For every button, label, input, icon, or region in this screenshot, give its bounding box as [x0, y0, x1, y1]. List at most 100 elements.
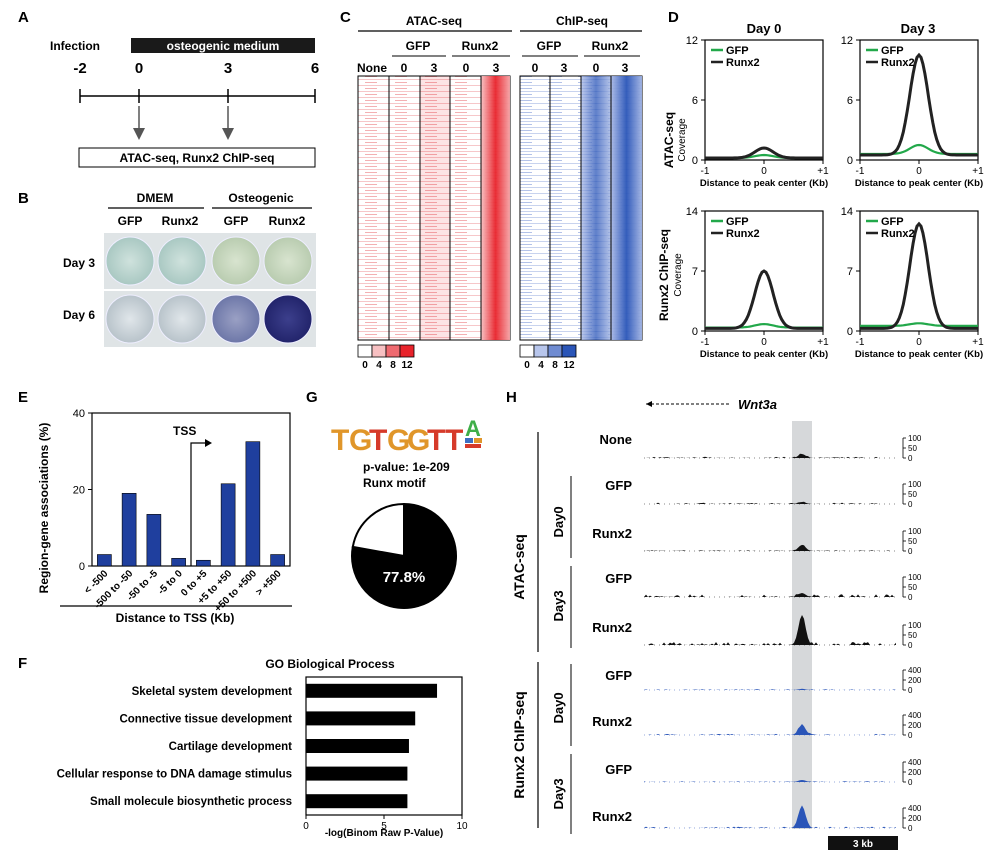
- day-label: 3: [561, 61, 568, 75]
- x-axis-label: Distance to peak center (Kb): [700, 349, 828, 360]
- bar: [306, 794, 408, 809]
- track-label: None: [600, 432, 633, 447]
- y-tick-label: 6: [847, 95, 853, 107]
- panel-letter-b: B: [18, 190, 29, 207]
- y-tick-label: 0: [692, 155, 698, 167]
- plot-frame: [859, 210, 979, 332]
- x-tick-label: 10: [456, 821, 468, 832]
- motif-letter: T: [331, 424, 349, 457]
- motif-letter: A: [465, 416, 481, 441]
- panel-letter-a: A: [18, 9, 29, 26]
- col-label: GFP: [224, 214, 249, 228]
- track-tick-label: 200: [908, 814, 922, 823]
- motif-letter: T: [445, 424, 463, 457]
- track-tick-label: 0: [908, 686, 913, 695]
- track-tick-label: 0: [908, 454, 913, 463]
- bar: [97, 554, 112, 567]
- tss-arrow: [190, 442, 205, 566]
- col-label: Runx2: [269, 214, 306, 228]
- scale-bar: [828, 836, 898, 850]
- atac-row-label: ATAC-seq: [662, 112, 676, 168]
- panel-letter-h: H: [506, 389, 517, 406]
- panel-g: G T G T G G T T A p-value: 1e-209 Runx m…: [306, 389, 482, 609]
- day-label: 0: [532, 61, 539, 75]
- track-tick-label: 200: [908, 676, 922, 685]
- y-tick-label: 7: [692, 266, 698, 278]
- row-label-day6: Day 6: [63, 308, 95, 322]
- x-tick-label: 0: [916, 337, 922, 348]
- legend-label: GFP: [726, 45, 749, 57]
- x-tick-label: -1: [701, 166, 710, 177]
- well-image: [263, 236, 313, 286]
- day0-title: Day 0: [747, 21, 782, 36]
- motif-pvalue: p-value: 1e-209: [363, 460, 450, 474]
- scale-tick: 0: [362, 360, 368, 371]
- track-tick-label: 50: [908, 444, 917, 453]
- legend-label: GFP: [881, 45, 904, 57]
- series-line-runx2: [705, 146, 823, 160]
- category-label: Cellular response to DNA damage stimulus: [57, 769, 292, 781]
- bar: [171, 558, 186, 567]
- day-label: 0: [401, 61, 408, 75]
- panel-c: C ATAC-seq ChIP-seq GFP Runx2 GFP Runx2 …: [340, 9, 643, 371]
- x-axis-label: Distance to peak center (Kb): [700, 178, 828, 189]
- category-label: > +500: [254, 568, 284, 598]
- track-label: GFP: [605, 762, 632, 777]
- track-tick-label: 0: [908, 500, 913, 509]
- legend-label: Runx2: [881, 57, 915, 69]
- atac-gfp-label: GFP: [406, 39, 431, 53]
- assay-box: [78, 147, 316, 168]
- day0-label: Day0: [551, 692, 566, 723]
- bar: [306, 766, 408, 781]
- e-ylabel: Region-gene associations (%): [37, 423, 51, 594]
- scale-bar-label: 3 kb: [853, 839, 873, 850]
- y-tick-label: 20: [73, 485, 85, 497]
- scale-tick: 4: [376, 360, 382, 371]
- chip-runx2-label: Runx2: [592, 39, 629, 53]
- well-image: [157, 236, 207, 286]
- day-label: 0: [593, 61, 600, 75]
- atac-color-scale: 0 4 8 12: [357, 344, 415, 371]
- day3-label: Day3: [551, 778, 566, 809]
- panel-h: H Wnt3a ATAC-seq Runx2 ChIP-seq Day0 Day…: [506, 389, 922, 850]
- track-tick-label: 50: [908, 583, 917, 592]
- timeline-tick-label: -2: [73, 60, 86, 77]
- legend-label: Runx2: [881, 228, 915, 240]
- y-tick-label: 12: [686, 35, 698, 47]
- motif-logo: T G T G G T T A: [331, 416, 482, 457]
- track-signal: [644, 724, 896, 735]
- bar: [121, 493, 137, 567]
- y-tick-label: 0: [847, 155, 853, 167]
- day-label: 3: [622, 61, 629, 75]
- gene-name: Wnt3a: [738, 397, 777, 412]
- track-label: GFP: [605, 478, 632, 493]
- x-axis-label: Distance to peak center (Kb): [855, 349, 983, 360]
- chip-gfp-label: GFP: [537, 39, 562, 53]
- track-label: Runx2: [592, 714, 632, 729]
- chip-header: ChIP-seq: [556, 14, 608, 28]
- well-image: [157, 294, 207, 344]
- chip-color-scale: 0 4 8 12: [519, 344, 577, 371]
- x-tick-label: 5: [381, 821, 387, 832]
- pie-slice: [351, 502, 405, 558]
- track-tick-label: 50: [908, 490, 917, 499]
- category-label: Skeletal system development: [132, 686, 293, 698]
- track-signal: [644, 593, 896, 597]
- category-label: Small molecule biosynthetic process: [90, 796, 292, 808]
- track-signal: [644, 805, 896, 828]
- y-tick-label: 6: [692, 95, 698, 107]
- track-signal: [644, 544, 896, 551]
- track-label: Runx2: [592, 620, 632, 635]
- track-tick-label: 100: [908, 573, 922, 582]
- y-tick-label: 0: [847, 326, 853, 338]
